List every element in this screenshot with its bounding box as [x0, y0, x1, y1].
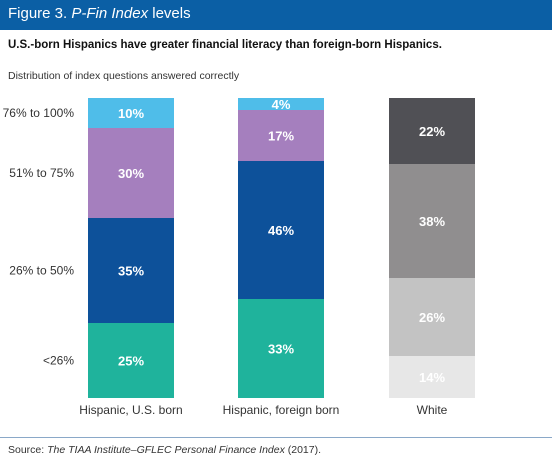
bar-segment-hispanic-foreign-born-26	[238, 299, 324, 398]
bar-segment-hispanic-u-s-born-51-to-75	[88, 128, 174, 218]
source-suffix: (2017).	[284, 444, 322, 456]
figure-title-rest: levels	[152, 5, 191, 22]
bar-segment-hispanic-foreign-born-51-to-75	[238, 110, 324, 161]
data-label-white-76-to-100: 22%	[419, 124, 445, 139]
band-label-26: <26%	[43, 354, 74, 368]
figure-title-italic: P-Fin Index	[71, 5, 149, 22]
category-label-hispanic-u-s-born: Hispanic, U.S. born	[79, 403, 182, 417]
figure-label: Figure 3.	[8, 5, 68, 22]
category-label-hispanic-foreign-born: Hispanic, foreign born	[223, 403, 340, 417]
data-label-hispanic-foreign-born-26-to-50: 46%	[268, 223, 294, 238]
bar-segment-white-26	[389, 356, 475, 398]
source-note: Source: The TIAA Institute–GFLEC Persona…	[8, 444, 321, 456]
source-title: The TIAA Institute–GFLEC Personal Financ…	[47, 444, 285, 456]
chart-subtitle: Distribution of index questions answered…	[8, 70, 240, 82]
bar-segment-white-51-to-75	[389, 164, 475, 278]
figure-title: Figure 3. P-Fin Index levels	[8, 5, 191, 22]
data-label-hispanic-u-s-born-26-to-50: 35%	[118, 264, 144, 279]
band-label-26-to-50: 26% to 50%	[9, 264, 74, 278]
data-label-white-26: 14%	[419, 370, 445, 385]
bar-segment-hispanic-u-s-born-26-to-50	[88, 218, 174, 323]
data-label-white-26-to-50: 26%	[419, 310, 445, 325]
band-label-76-to-100: 76% to 100%	[3, 106, 75, 120]
data-label-hispanic-u-s-born-51-to-75: 30%	[118, 166, 144, 181]
data-label-hispanic-foreign-born-51-to-75: 17%	[268, 129, 294, 144]
bar-segment-white-76-to-100	[389, 98, 475, 164]
data-label-hispanic-foreign-born-26: 33%	[268, 342, 294, 357]
category-label-white: White	[417, 403, 448, 417]
source-prefix: Source:	[8, 444, 48, 456]
band-label-51-to-75: 51% to 75%	[9, 166, 74, 180]
footer-divider	[0, 437, 552, 438]
bar-segment-hispanic-foreign-born-76-to-100	[238, 98, 324, 110]
data-label-white-51-to-75: 38%	[419, 214, 445, 229]
data-label-hispanic-u-s-born-76-to-100: 10%	[118, 106, 144, 121]
stacked-bar-chart: 25% 35% 30% 10% Hispanic, U.S. born 33% 46% 17%…	[3, 97, 475, 417]
bar-segment-white-26-to-50	[389, 278, 475, 356]
data-label-hispanic-u-s-born-26: 25%	[118, 354, 144, 369]
bar-segment-hispanic-u-s-born-26	[88, 323, 174, 398]
data-label-hispanic-foreign-born-76-to-100: 4%	[272, 97, 291, 112]
bar-segment-hispanic-foreign-born-26-to-50	[238, 161, 324, 299]
bar-segment-hispanic-u-s-born-76-to-100	[88, 98, 174, 128]
figure-header-bar	[0, 0, 552, 30]
chart-headline: U.S.-born Hispanics have greater financi…	[8, 39, 442, 51]
